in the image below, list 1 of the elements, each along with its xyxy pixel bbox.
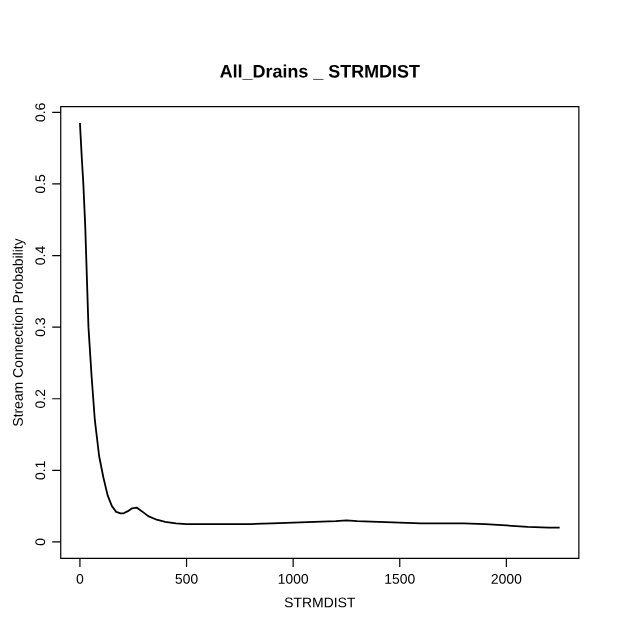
chart-title: All_Drains _ STRMDIST: [220, 64, 420, 80]
